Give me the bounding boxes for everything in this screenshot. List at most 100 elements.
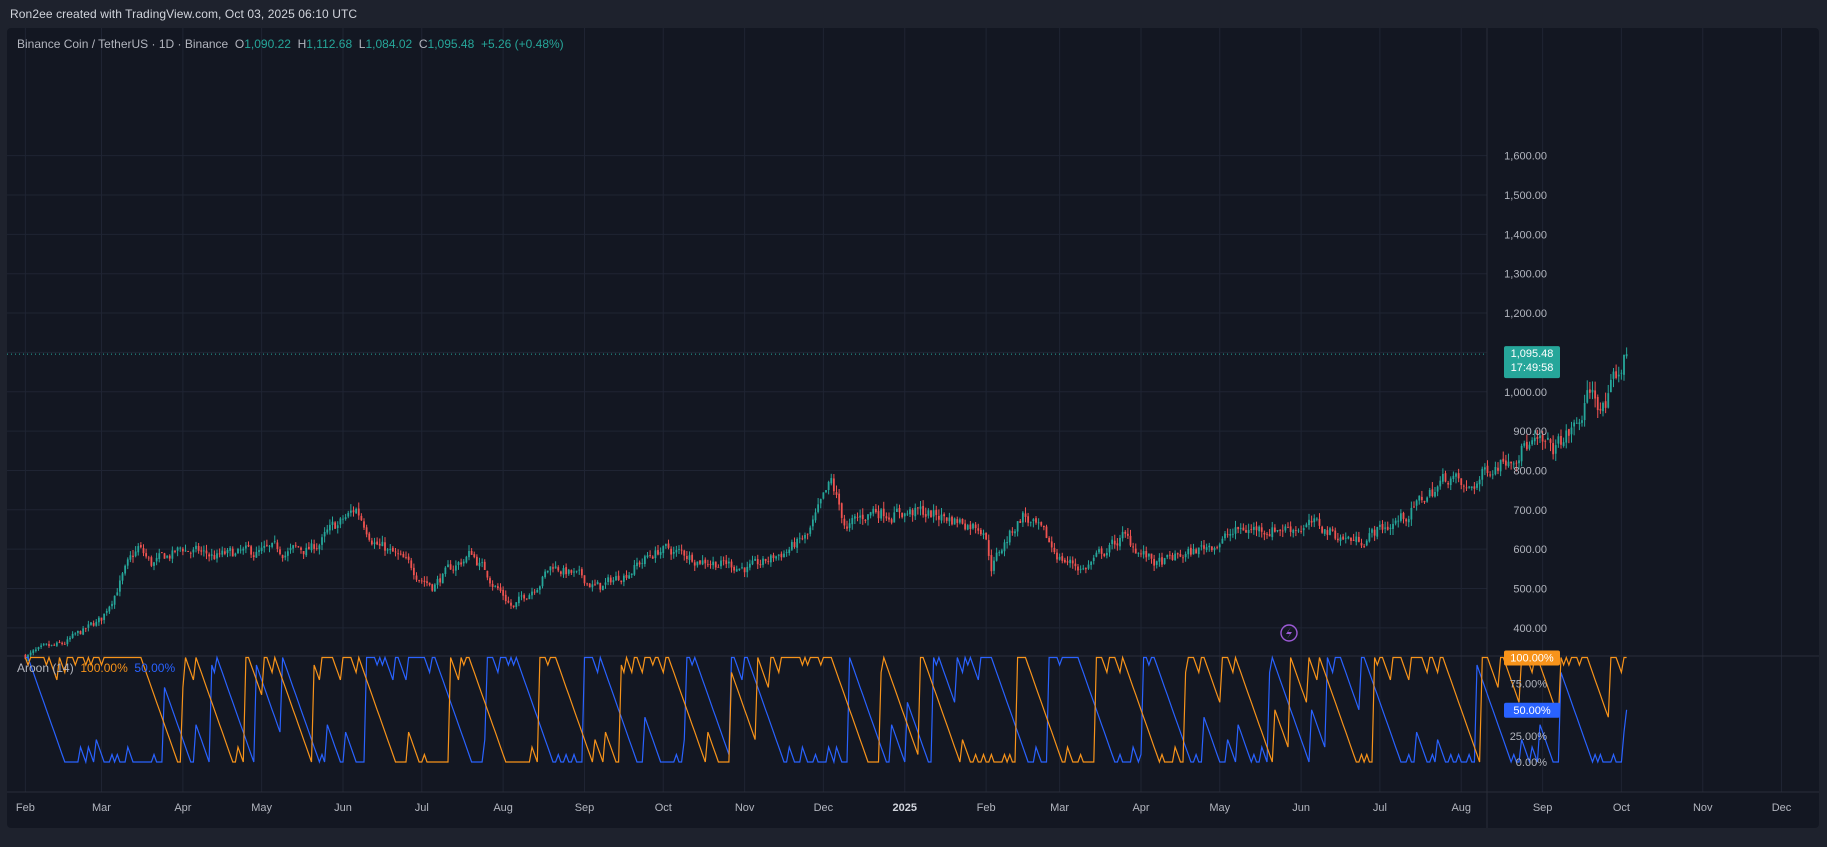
candle-body [777, 554, 780, 556]
candle-body [678, 548, 680, 550]
candle-body [297, 546, 300, 548]
candle-body [1536, 436, 1539, 439]
candle-body [491, 583, 494, 587]
candle-body [1163, 558, 1166, 564]
candle-body [1008, 530, 1011, 543]
candles-layer [24, 347, 1628, 661]
candle-body [1554, 445, 1557, 454]
candle-body [906, 513, 909, 515]
candle-body [1161, 557, 1163, 565]
candle-body [1297, 530, 1300, 532]
candle-body [1150, 553, 1153, 559]
candle-body [483, 561, 486, 570]
candle-body [1336, 538, 1339, 541]
candle-body [58, 642, 61, 643]
candle-body [1016, 521, 1019, 532]
candle-body [412, 567, 415, 576]
candle-body [294, 545, 297, 547]
candle-body [166, 556, 169, 558]
candle-body [1069, 559, 1072, 564]
candle-body [538, 586, 541, 590]
candle-body [1376, 526, 1379, 537]
candle-body [517, 596, 520, 604]
candle-body [239, 549, 242, 551]
candle-body [987, 540, 990, 556]
candle-body [714, 561, 717, 568]
candle-body [867, 514, 869, 520]
price-tick-label: 1,200.00 [1504, 308, 1547, 320]
aroon-title: Aroon (14) [17, 661, 74, 675]
candle-body [113, 595, 116, 605]
candle-body [384, 542, 386, 551]
candle-body [601, 585, 604, 591]
chart-canvas[interactable]: 1,600.00 1,500.00 1,400.00 1,300.00 1,200.00… [7, 28, 1819, 828]
candle-body [969, 524, 972, 529]
candle-body [1245, 530, 1247, 533]
candle-body [1294, 530, 1297, 531]
candle-body [242, 548, 245, 551]
candle-body [628, 575, 631, 579]
candle-body [45, 643, 48, 645]
candle-body [265, 544, 268, 546]
candle-body [208, 554, 211, 557]
candle-body [693, 562, 696, 566]
lightning-icon[interactable] [1280, 624, 1298, 642]
candle-body [1512, 463, 1515, 465]
chart-panel[interactable]: 1,600.00 1,500.00 1,400.00 1,300.00 1,200.00… [7, 28, 1819, 828]
candle-body [1103, 553, 1106, 557]
candle-body [1119, 537, 1121, 547]
candle-body [352, 510, 355, 513]
candle-body [32, 650, 35, 653]
candle-body [1237, 526, 1240, 530]
candle-body [1111, 539, 1114, 544]
candle-body [953, 518, 956, 525]
candle-body [489, 578, 491, 584]
candle-body [1200, 545, 1203, 547]
candle-body [966, 525, 969, 530]
candle-body [1494, 466, 1497, 475]
candle-body [1184, 553, 1187, 558]
candle-body [762, 558, 764, 565]
candle-body [1483, 467, 1486, 470]
candle-body [305, 547, 308, 556]
candle-body [1355, 536, 1358, 542]
candle-body [832, 478, 835, 492]
time-tick-label: Aug [1451, 802, 1471, 814]
candle-body [748, 563, 751, 568]
candle-body [426, 581, 428, 583]
aroon-up-badge [1504, 650, 1560, 666]
candle-body [1350, 537, 1352, 541]
candle-body [1171, 555, 1174, 560]
aroon-tick-label: 75.00% [1510, 679, 1548, 691]
aroon-legend[interactable]: Aroon (14) 100.00% 50.00% [17, 661, 175, 675]
candle-body [108, 606, 111, 612]
candle-body [932, 510, 935, 517]
candle-body [405, 557, 407, 558]
candle-body [662, 546, 665, 554]
candle-body [221, 550, 224, 555]
candle-body [61, 642, 64, 644]
candle-body [1255, 526, 1258, 531]
symbol-legend[interactable]: Binance Coin / TetherUS · 1D · Binance O… [17, 37, 564, 51]
candle-body [103, 613, 106, 620]
time-tick-label: Dec [1772, 802, 1792, 814]
candle-body [1528, 444, 1531, 449]
candle-body [373, 542, 376, 545]
candle-body [137, 546, 140, 553]
candle-body [447, 564, 449, 568]
candle-body [1263, 532, 1266, 535]
candle-body [100, 617, 103, 621]
candle-body [244, 545, 247, 549]
candle-body [360, 515, 363, 521]
candle-body [1441, 473, 1444, 482]
time-tick-label: Mar [1050, 802, 1069, 814]
candle-body [415, 575, 418, 580]
candle-body [1607, 393, 1610, 408]
candle-body [111, 603, 113, 607]
candle-body [1557, 436, 1560, 444]
candle-body [1407, 519, 1410, 523]
candle-body [1318, 518, 1321, 526]
candle-body [1134, 548, 1137, 554]
candle-body [1470, 486, 1473, 488]
candle-body [418, 580, 421, 581]
